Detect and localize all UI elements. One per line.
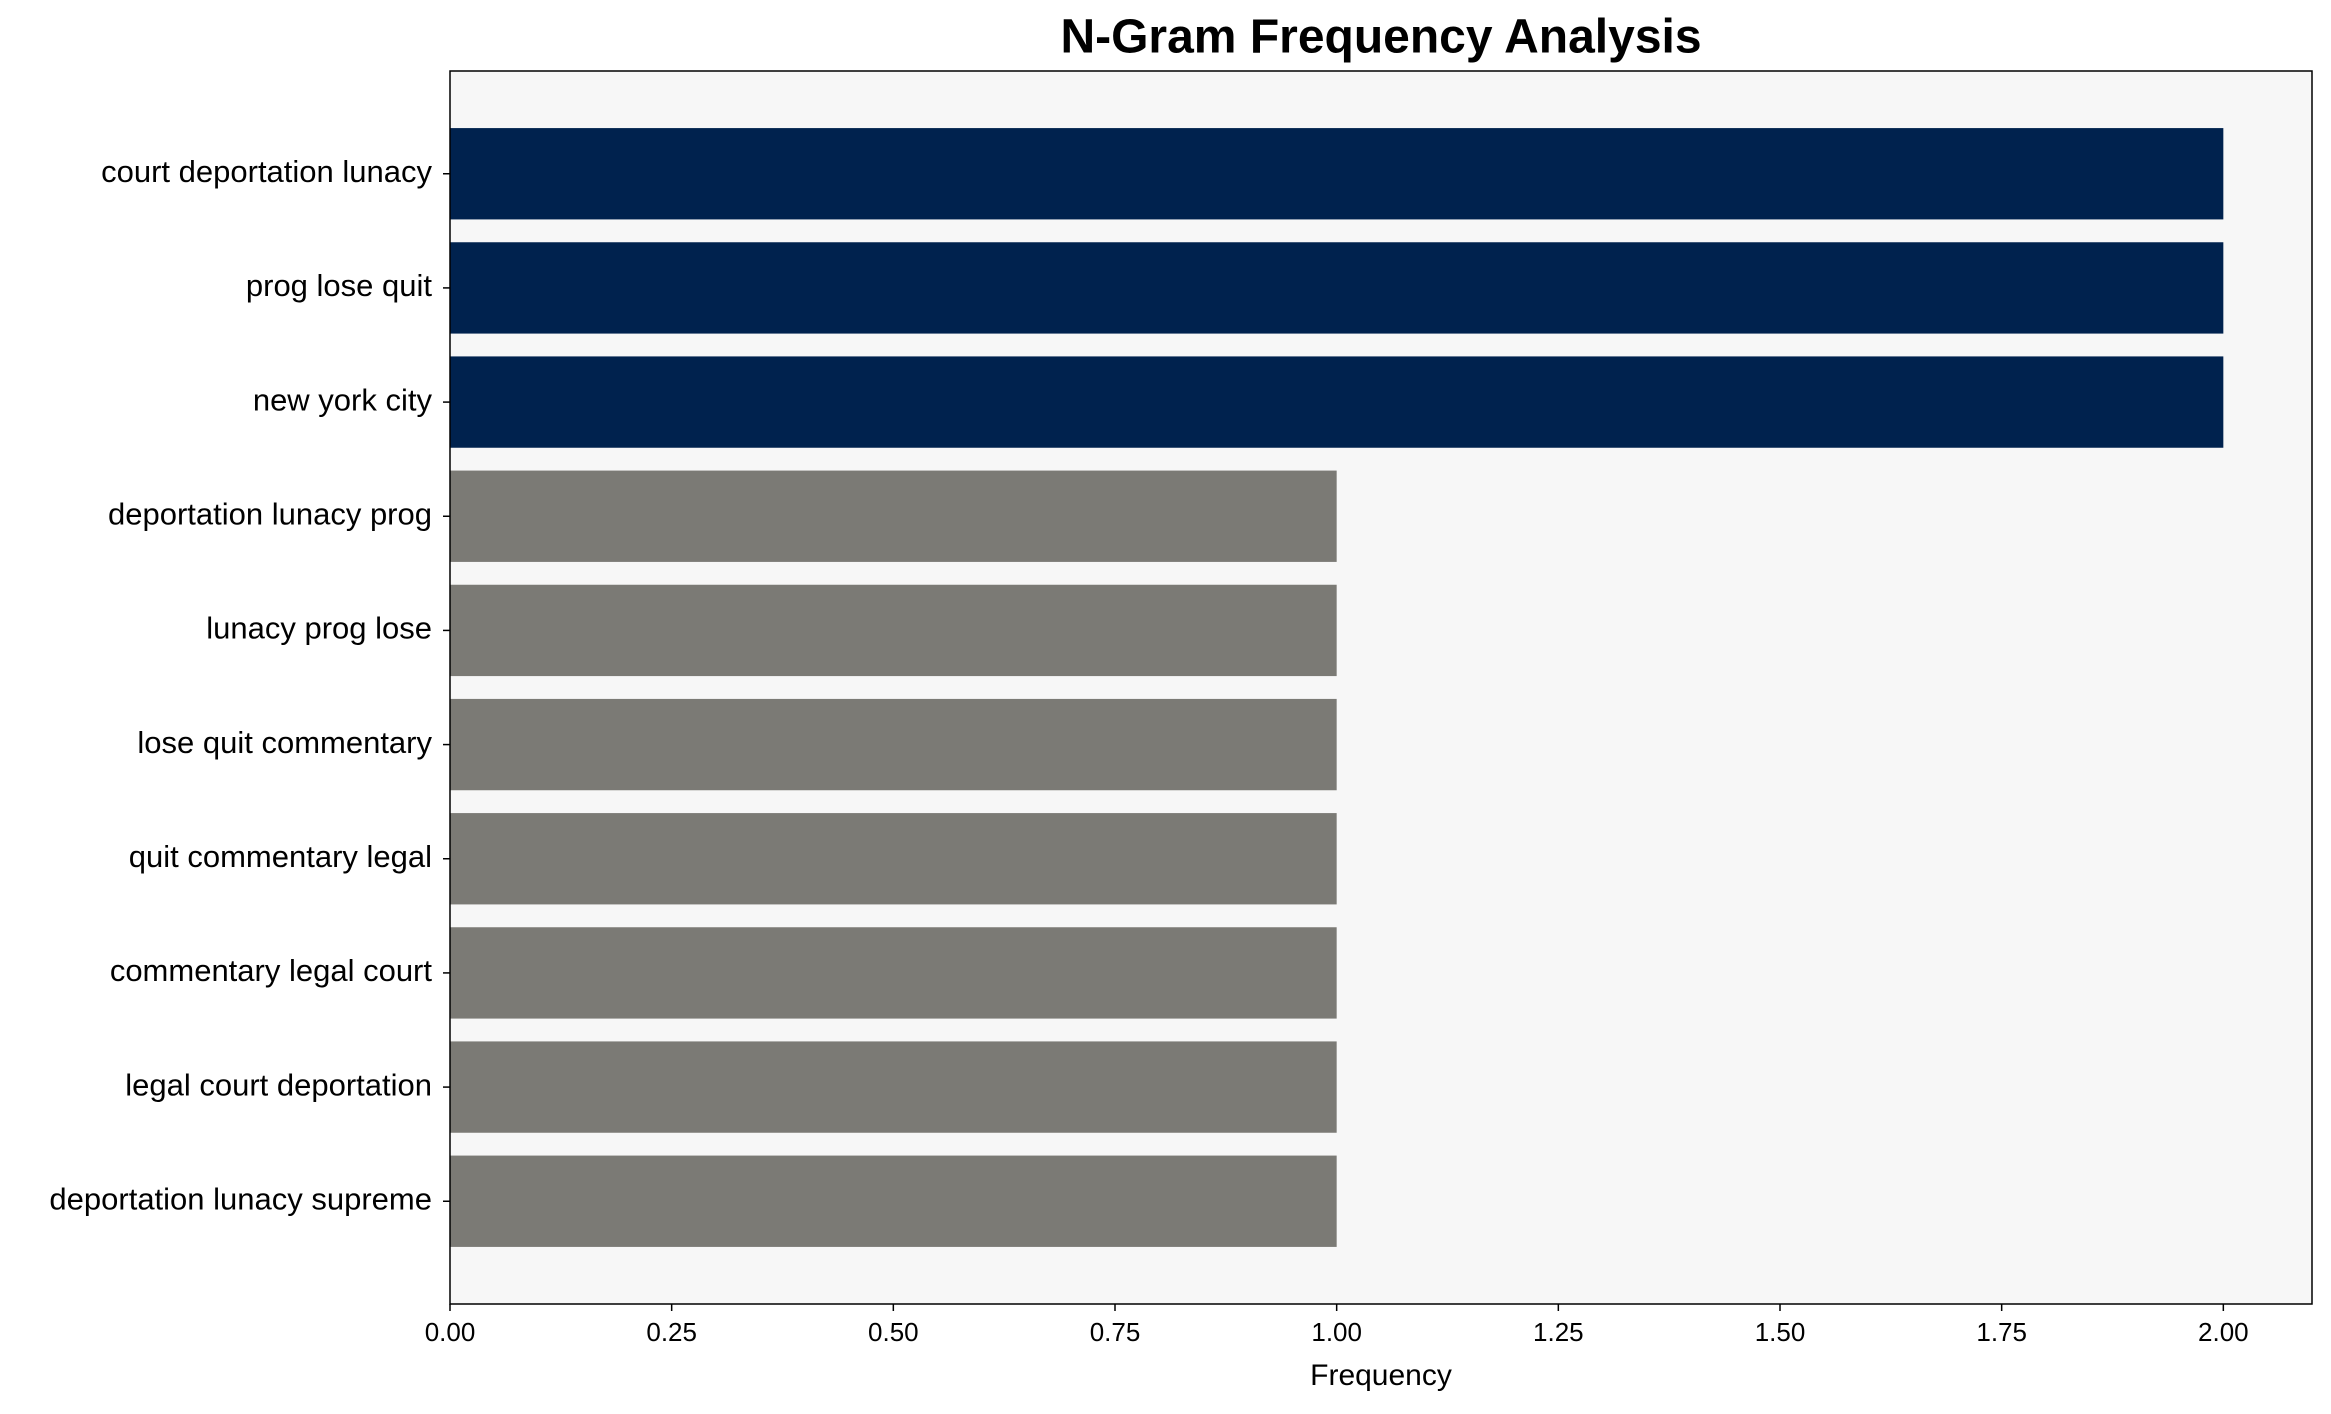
bar xyxy=(450,813,1337,905)
bar xyxy=(450,584,1337,677)
x-tick-label: 2.00 xyxy=(2198,1317,2249,1347)
bar xyxy=(450,927,1337,1019)
y-tick-label: court deportation lunacy xyxy=(101,154,432,189)
x-tick-label: 1.50 xyxy=(1755,1317,1806,1347)
y-tick-label: quit commentary legal xyxy=(129,839,432,874)
x-tick-label: 1.25 xyxy=(1533,1317,1584,1347)
y-tick-label: lose quit commentary xyxy=(137,725,432,760)
y-tick-label: commentary legal court xyxy=(110,953,433,988)
bar xyxy=(450,128,2224,220)
y-tick-label: prog lose quit xyxy=(246,268,433,303)
bar xyxy=(450,698,1337,791)
y-tick-label: lunacy prog lose xyxy=(206,611,432,646)
x-tick-label: 1.75 xyxy=(1976,1317,2027,1347)
y-tick-label: legal court deportation xyxy=(125,1067,432,1102)
x-tick-label: 1.00 xyxy=(1311,1317,1362,1347)
x-tick-label: 0.25 xyxy=(646,1317,697,1347)
bar xyxy=(450,242,2224,334)
y-tick-label: deportation lunacy supreme xyxy=(49,1181,432,1216)
x-tick-label: 0.50 xyxy=(868,1317,919,1347)
bar xyxy=(450,1155,1337,1247)
y-tick-label: new york city xyxy=(253,382,433,417)
axes-frame xyxy=(449,70,2313,1305)
bar xyxy=(450,1041,1337,1133)
bar xyxy=(450,470,1337,562)
x-tick-label: 0.00 xyxy=(425,1317,476,1347)
bar xyxy=(450,356,2224,448)
chart-title: N-Gram Frequency Analysis xyxy=(1060,11,1701,64)
y-tick-label: deportation lunacy prog xyxy=(108,496,432,531)
x-tick-label: 0.75 xyxy=(1090,1317,1141,1347)
x-axis-label: Frequency xyxy=(1310,1359,1452,1392)
